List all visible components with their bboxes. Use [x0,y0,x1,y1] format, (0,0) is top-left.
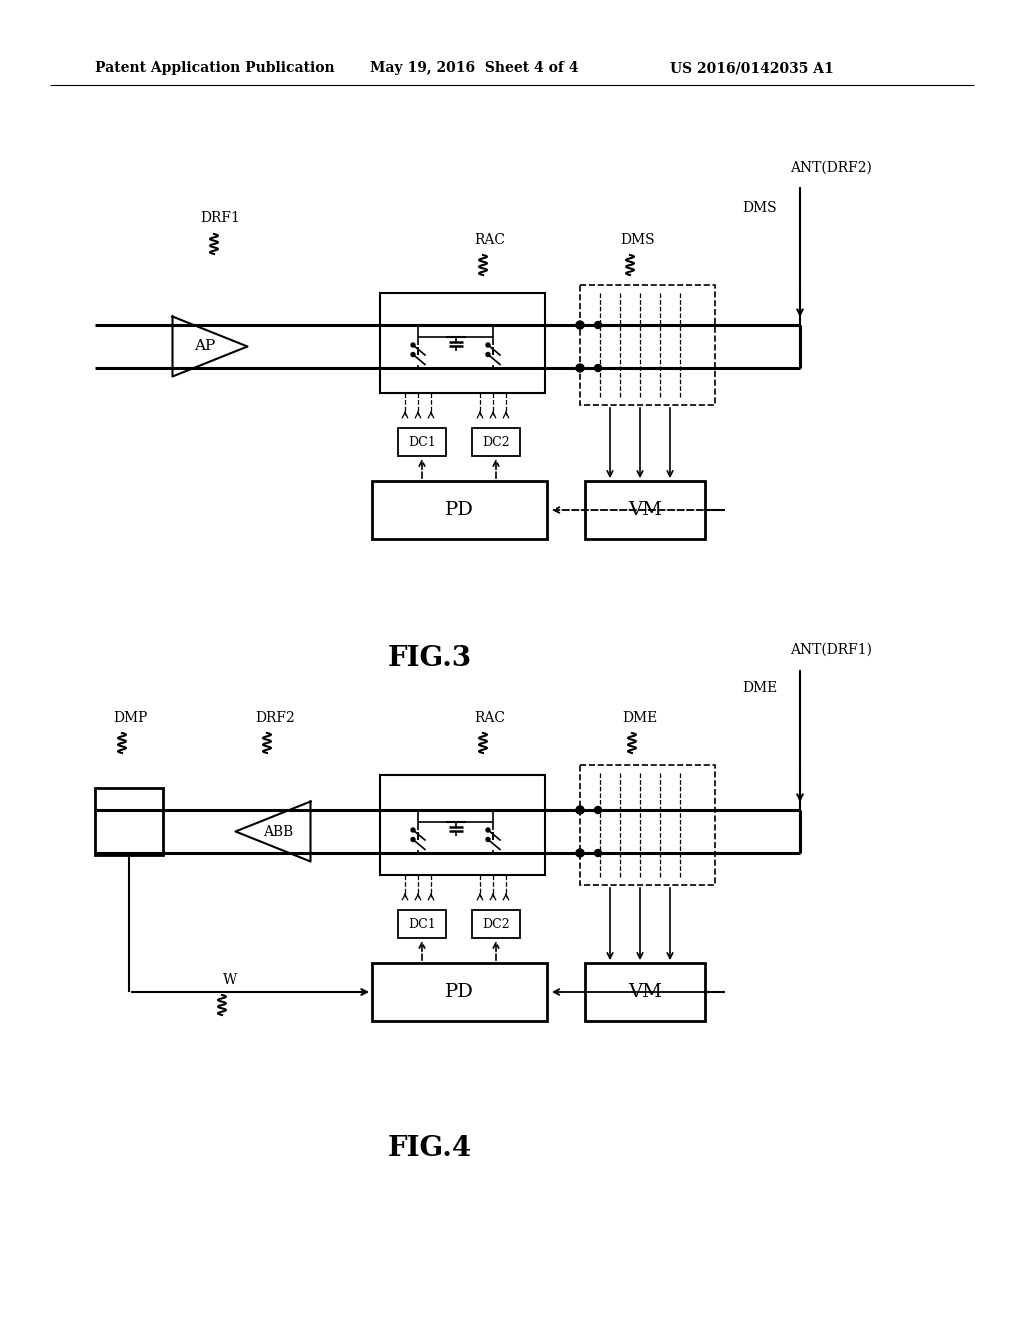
Text: PD: PD [445,502,474,519]
Circle shape [486,352,490,356]
Text: FIG.4: FIG.4 [388,1134,472,1162]
Text: DRF1: DRF1 [200,211,240,224]
Text: DRF2: DRF2 [255,711,295,725]
Text: DMP: DMP [113,711,147,725]
Circle shape [411,343,415,347]
Bar [472,428,520,455]
Bar [585,480,705,539]
Text: VM: VM [628,983,662,1001]
Text: W: W [223,973,238,987]
Circle shape [595,322,601,329]
Bar [580,285,715,405]
Circle shape [575,807,584,814]
Text: AP: AP [195,339,216,354]
Text: FIG.3: FIG.3 [388,644,472,672]
Text: DC2: DC2 [482,917,510,931]
Bar [380,775,545,875]
Circle shape [486,828,490,832]
Text: ANT(DRF1): ANT(DRF1) [790,643,872,657]
Text: DME: DME [623,711,657,725]
Bar [472,909,520,939]
Bar [380,293,545,393]
Circle shape [486,343,490,347]
Text: DME: DME [742,681,777,696]
Circle shape [486,837,490,842]
Text: DMS: DMS [742,201,777,215]
Text: ABB: ABB [263,825,293,838]
Bar [580,766,715,884]
Text: DC1: DC1 [409,917,436,931]
Bar [398,909,446,939]
Bar [372,964,547,1020]
Text: ANT(DRF2): ANT(DRF2) [790,161,871,176]
Bar [372,480,547,539]
Text: US 2016/0142035 A1: US 2016/0142035 A1 [670,61,834,75]
Circle shape [575,849,584,857]
Text: RAC: RAC [474,711,506,725]
Text: DMS: DMS [621,234,655,247]
Circle shape [411,837,415,842]
Circle shape [575,321,584,329]
Text: VM: VM [628,502,662,519]
Text: May 19, 2016  Sheet 4 of 4: May 19, 2016 Sheet 4 of 4 [370,61,579,75]
Circle shape [595,364,601,371]
Circle shape [575,364,584,372]
Text: PD: PD [445,983,474,1001]
Bar [95,788,163,855]
Circle shape [411,828,415,832]
Bar [585,964,705,1020]
Text: DC2: DC2 [482,436,510,449]
Circle shape [411,352,415,356]
Bar [398,428,446,455]
Circle shape [595,850,601,857]
Text: RAC: RAC [474,234,506,247]
Text: Patent Application Publication: Patent Application Publication [95,61,335,75]
Text: DC1: DC1 [409,436,436,449]
Circle shape [595,807,601,813]
